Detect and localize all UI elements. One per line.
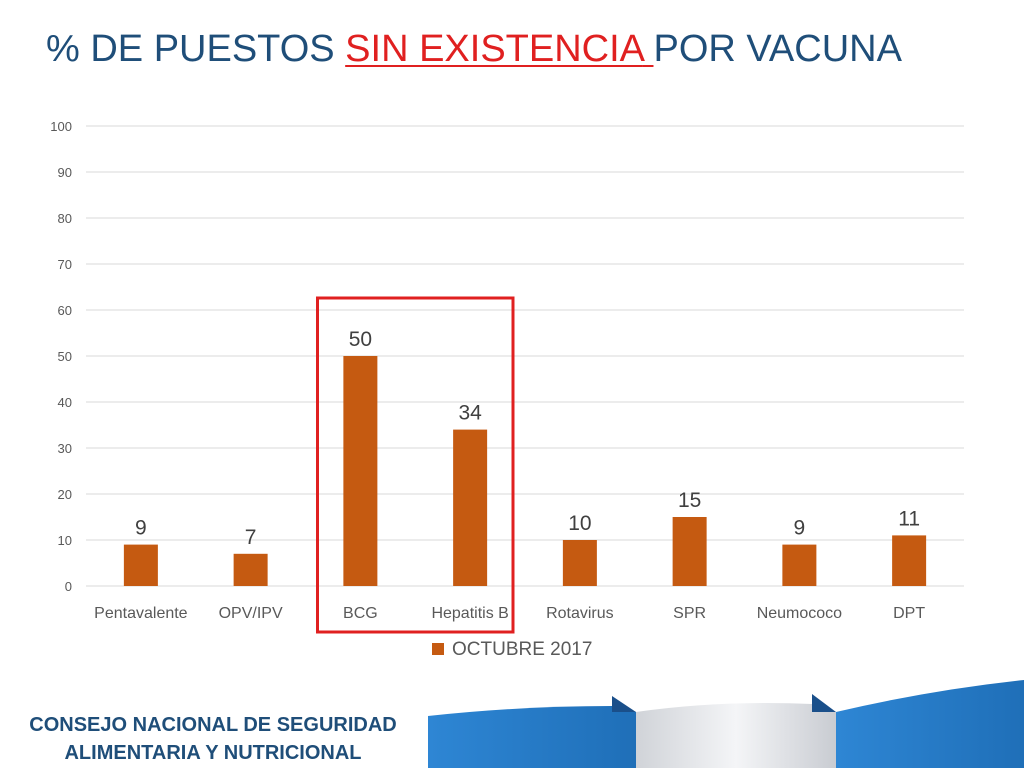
x-tick-label: Rotavirus — [546, 605, 614, 622]
y-tick-label: 0 — [65, 579, 72, 594]
data-label: 15 — [678, 489, 701, 512]
bar — [672, 517, 707, 586]
title-highlight: SIN EXISTENCIA — [345, 28, 643, 70]
bar — [123, 544, 158, 586]
y-tick-label: 10 — [58, 533, 72, 548]
footer-ribbon-middle — [636, 703, 836, 768]
data-label: 34 — [458, 402, 482, 425]
bar — [562, 540, 597, 586]
bar — [233, 553, 268, 586]
data-label: 9 — [135, 517, 147, 540]
bar — [453, 429, 488, 586]
y-tick-label: 60 — [58, 303, 72, 318]
x-tick-label: Hepatitis B — [431, 605, 508, 622]
y-tick-label: 80 — [58, 211, 72, 226]
data-label: 9 — [794, 517, 806, 540]
bar — [343, 356, 378, 586]
data-label: 11 — [898, 507, 920, 530]
y-tick-label: 20 — [58, 487, 72, 502]
footer-ribbon-fold — [612, 696, 636, 712]
y-tick-label: 40 — [58, 395, 72, 410]
y-tick-label: 90 — [58, 165, 72, 180]
footer-ribbon-right — [836, 680, 1024, 768]
y-tick-label: 70 — [58, 257, 72, 272]
title-part2: POR VACUNA — [653, 28, 902, 70]
slide-title: % DE PUESTOS SIN EXISTENCIA POR VACUNA — [46, 28, 902, 71]
data-label: 10 — [568, 512, 591, 535]
legend-swatch — [432, 643, 444, 655]
y-tick-label: 100 — [50, 119, 72, 134]
footer-ribbon-fold-2 — [812, 694, 836, 712]
footer-ribbon-left — [428, 706, 636, 768]
title-part1: % DE PUESTOS — [46, 28, 346, 70]
data-label: 7 — [245, 526, 257, 549]
y-tick-label: 30 — [58, 441, 72, 456]
bar-chart: 0 10 20 30 40 50 60 70 80 90 100 9 Pentavalente 7 OPV/… — [50, 119, 964, 660]
legend-label: OCTUBRE 2017 — [452, 639, 592, 660]
x-tick-label: Pentavalente — [94, 605, 188, 622]
bar — [782, 544, 817, 586]
y-tick-label: 50 — [58, 349, 72, 364]
footer-line-1: CONSEJO NACIONAL DE SEGURIDAD — [29, 714, 397, 736]
x-tick-label: OPV/IPV — [219, 605, 283, 622]
footer-organization: CONSEJO NACIONAL DE SEGURIDAD ALIMENTARI… — [18, 711, 408, 767]
x-tick-label: BCG — [343, 605, 378, 622]
x-tick-label: SPR — [673, 605, 706, 622]
bar — [892, 535, 927, 586]
highlight-box — [316, 296, 515, 634]
footer-line-2: ALIMENTARIA Y NUTRICIONAL — [64, 742, 362, 764]
x-tick-label: DPT — [893, 605, 925, 622]
data-label: 50 — [349, 328, 372, 351]
x-tick-label: Neumococo — [757, 605, 842, 622]
